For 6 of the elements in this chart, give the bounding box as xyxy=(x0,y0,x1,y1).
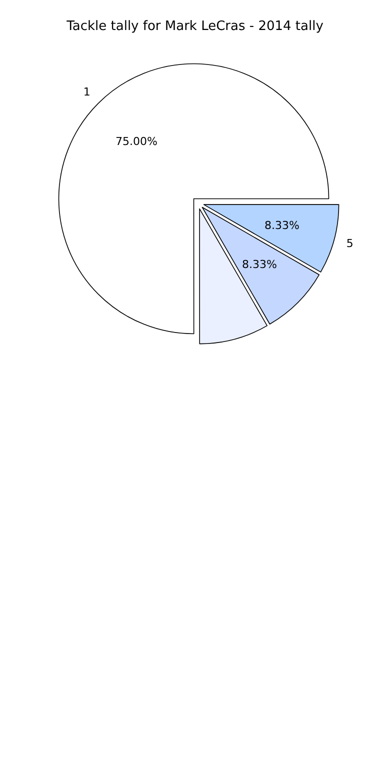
data-label: 75.00% xyxy=(115,134,158,148)
data-label: 8.33% xyxy=(242,258,278,272)
slice-label: 1 xyxy=(83,85,90,98)
data-label: 8.33% xyxy=(264,219,300,232)
slice-label: 5 xyxy=(346,237,354,250)
chart-title: Tackle tally for Mark LeCras - 2014 tally xyxy=(66,19,324,34)
